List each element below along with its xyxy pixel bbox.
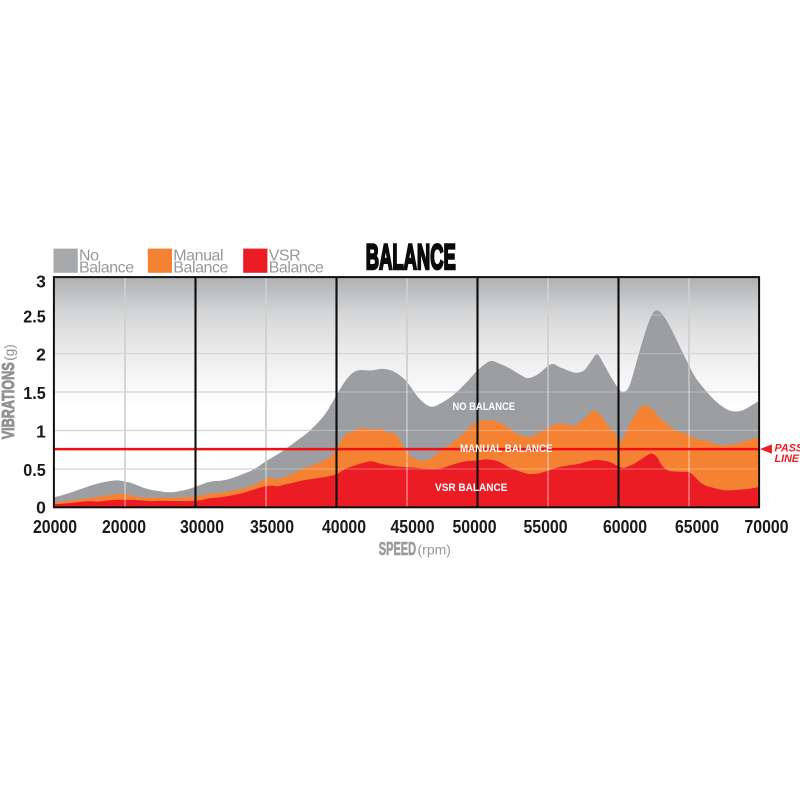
svg-text:35000: 35000	[250, 517, 294, 537]
svg-text:30000: 30000	[180, 517, 224, 537]
svg-text:No: No	[79, 247, 99, 264]
svg-text:45000: 45000	[391, 517, 435, 537]
svg-text:50000: 50000	[453, 517, 497, 537]
svg-text:Manual: Manual	[173, 247, 223, 264]
svg-text:LINE: LINE	[775, 453, 800, 465]
svg-text:20000: 20000	[102, 517, 146, 537]
svg-text:VSR BALANCE: VSR BALANCE	[435, 482, 508, 494]
svg-text:2.5: 2.5	[23, 306, 46, 326]
svg-text:2: 2	[36, 344, 46, 364]
svg-text:VSR: VSR	[269, 247, 301, 264]
svg-text:70000: 70000	[745, 517, 789, 537]
svg-text:SPEED: SPEED	[379, 539, 416, 559]
svg-text:(rpm): (rpm)	[418, 542, 451, 558]
svg-text:3: 3	[36, 272, 46, 292]
svg-text:0: 0	[36, 498, 46, 518]
svg-text:Balance: Balance	[79, 260, 134, 277]
svg-text:BALANCE: BALANCE	[366, 238, 456, 277]
svg-text:MANUAL BALANCE: MANUAL BALANCE	[460, 443, 553, 455]
svg-text:0.5: 0.5	[23, 460, 46, 480]
svg-text:Balance: Balance	[173, 260, 228, 277]
svg-text:40000: 40000	[322, 517, 366, 537]
svg-text:PASS: PASS	[775, 443, 800, 455]
svg-text:65000: 65000	[675, 517, 719, 537]
svg-text:1.5: 1.5	[23, 383, 46, 403]
svg-text:VIBRATIONS(g): VIBRATIONS(g)	[0, 344, 18, 439]
svg-text:Balance: Balance	[269, 260, 324, 277]
svg-text:55000: 55000	[524, 517, 568, 537]
svg-text:1: 1	[36, 421, 46, 441]
svg-text:20000: 20000	[33, 517, 77, 537]
svg-text:60000: 60000	[603, 517, 647, 537]
svg-text:NO BALANCE: NO BALANCE	[453, 401, 516, 413]
